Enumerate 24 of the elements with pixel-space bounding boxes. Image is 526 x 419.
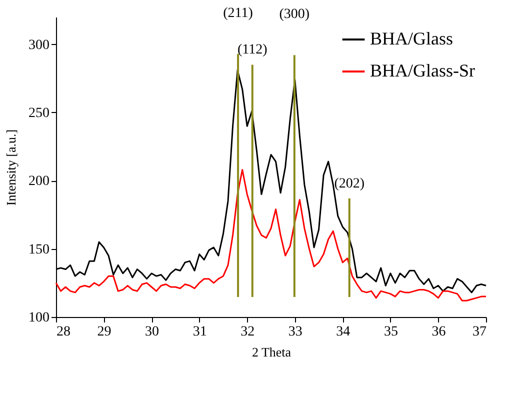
y-tick-label: 100 — [28, 310, 50, 326]
x-tick-label: 32 — [240, 324, 255, 340]
x-axis-title: 2 Theta — [252, 344, 292, 360]
y-tick-label: 200 — [28, 174, 50, 190]
annotation: (211) — [223, 6, 254, 21]
y-tick-label: 300 — [28, 38, 50, 53]
x-tick-label: 28 — [56, 324, 70, 340]
y-tick-label: 150 — [28, 242, 50, 258]
annotation: (300) — [279, 7, 310, 22]
y-tick-label: 250 — [28, 106, 50, 121]
annotation: (202) — [334, 176, 365, 192]
line-series — [55, 168, 487, 302]
x-tick-label: 30 — [145, 324, 160, 340]
legend-label: BHA/Glass-Sr — [370, 60, 476, 80]
x-tick-label: 35 — [384, 324, 398, 340]
x-tick-label: 36 — [432, 324, 446, 340]
x-tick-label: 34 — [336, 324, 350, 340]
x-tick-label: 29 — [97, 324, 112, 340]
x-tick-label: 31 — [192, 324, 207, 340]
x-tick-label: 33 — [288, 324, 302, 340]
annotation: (112) — [237, 42, 268, 58]
y-axis-title: Intensity [a.u.] — [4, 129, 18, 206]
legend-label: BHA/Glass — [370, 28, 454, 48]
x-tick-label: 37 — [472, 324, 486, 340]
